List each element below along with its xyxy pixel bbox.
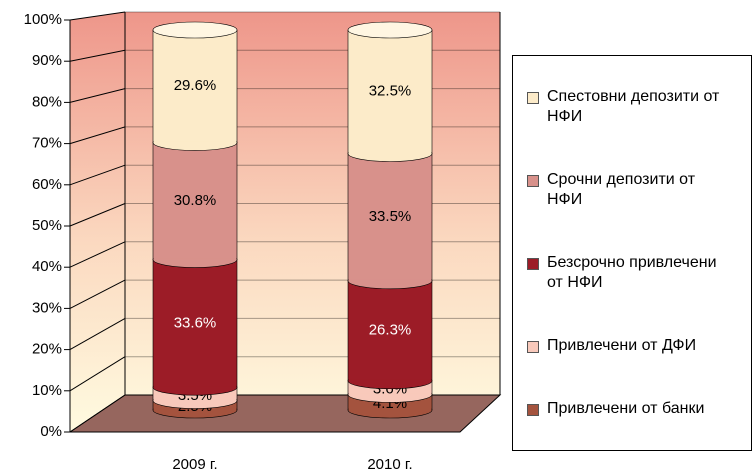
- legend-swatch: [527, 403, 539, 416]
- legend-label: Привлечени от банки: [547, 399, 705, 417]
- x-tick-label: 2010 г.: [367, 456, 412, 473]
- segment-joint: [153, 259, 237, 387]
- legend-label: Привлечени от ДФИ: [547, 336, 697, 354]
- grid-line: [69, 49, 126, 62]
- y-tick-label: 20%: [32, 341, 62, 358]
- legend-label: Срочни депозити от НФИ: [547, 171, 696, 209]
- bar-top: [152, 21, 238, 39]
- legend-item: Безсрочно привлечени от НФИ: [527, 253, 751, 293]
- grid-line: [69, 241, 126, 268]
- y-tick-label: 100%: [24, 11, 62, 28]
- y-tick-label: 90%: [32, 52, 62, 69]
- grid-line: [69, 88, 126, 103]
- y-tick-label: 70%: [32, 135, 62, 152]
- segment-joint: [348, 30, 432, 153]
- value-label: 26.3%: [369, 322, 412, 339]
- grid-line: [69, 164, 126, 186]
- grid-line: [69, 203, 126, 227]
- y-tick-label: 30%: [32, 299, 62, 316]
- legend-item: Привлечени от банки: [527, 399, 751, 419]
- grid-line: [69, 279, 126, 309]
- x-tick-label: 2009 г.: [172, 456, 217, 473]
- legend-swatch: [527, 175, 539, 188]
- back-wall: [70, 12, 500, 432]
- y-tick-label: 50%: [32, 217, 62, 234]
- value-label: 30.8%: [174, 192, 217, 209]
- legend-swatch: [527, 92, 539, 105]
- grid-line: [69, 317, 126, 351]
- y-tick-label: 40%: [32, 258, 62, 275]
- legend-swatch: [527, 257, 539, 270]
- legend: Спестовни депозити от НФИ Срочни депозити…: [512, 55, 752, 451]
- segment-joint: [348, 280, 432, 380]
- grid-line: [69, 11, 126, 21]
- value-label: 33.6%: [174, 314, 217, 331]
- bar-top: [347, 21, 433, 39]
- grid-line: [69, 394, 126, 433]
- segment-joint: [153, 142, 237, 259]
- floor: [68, 394, 502, 433]
- legend-item: Привлечени от ДФИ: [527, 336, 751, 356]
- legend-label: Спестовни депозити от НФИ: [547, 88, 720, 126]
- value-label: 29.6%: [174, 77, 217, 94]
- y-tick-label: 80%: [32, 93, 62, 110]
- grid-line: [69, 126, 126, 145]
- grid-line: [69, 356, 126, 392]
- legend-swatch: [527, 340, 539, 353]
- segment-joint: [348, 153, 432, 280]
- legend-item: Спестовни депозити от НФИ: [527, 87, 751, 127]
- legend-item: Срочни депозити от НФИ: [527, 170, 751, 210]
- y-tick-label: 10%: [32, 382, 62, 399]
- segment-joint: [153, 30, 237, 142]
- y-tick-label: 60%: [32, 176, 62, 193]
- value-label: 33.5%: [369, 208, 412, 225]
- value-label: 32.5%: [369, 83, 412, 100]
- legend-label: Безсрочно привлечени от НФИ: [547, 253, 717, 291]
- y-tick-label: 0%: [40, 423, 62, 440]
